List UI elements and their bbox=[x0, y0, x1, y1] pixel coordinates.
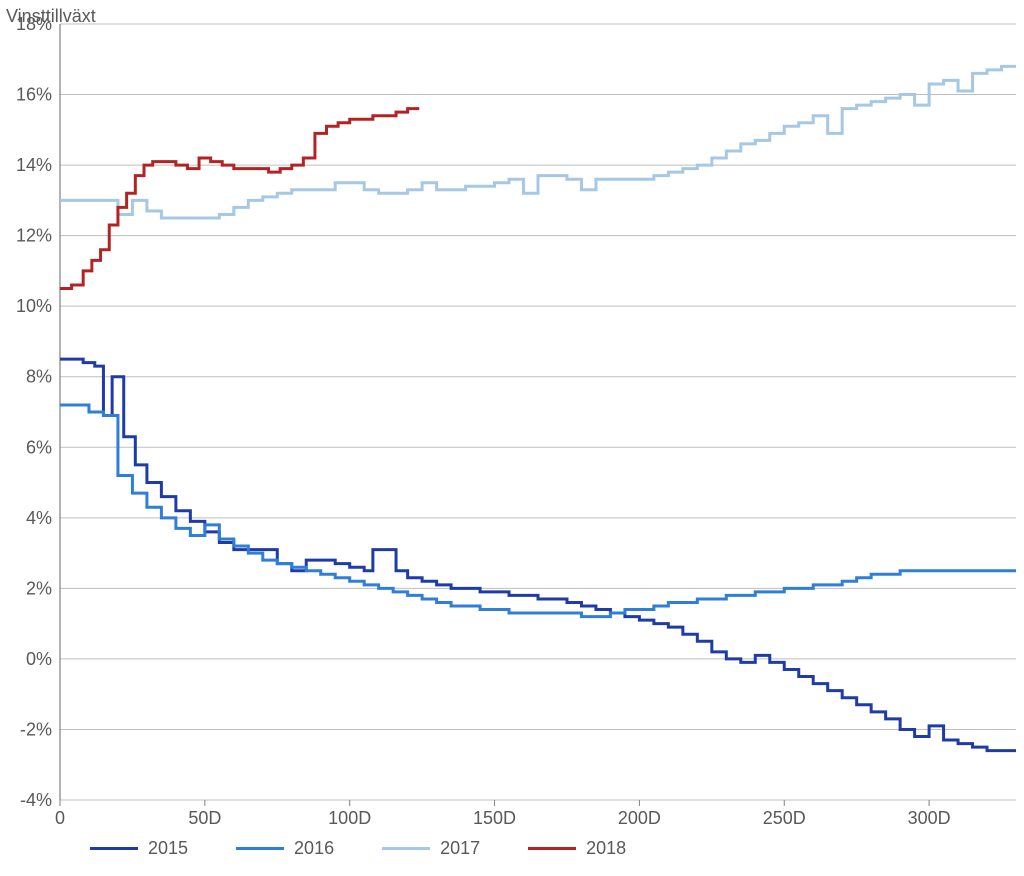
legend-label: 2015 bbox=[148, 838, 188, 859]
svg-text:14%: 14% bbox=[16, 155, 52, 175]
svg-text:6%: 6% bbox=[26, 437, 52, 457]
svg-text:10%: 10% bbox=[16, 296, 52, 316]
svg-text:8%: 8% bbox=[26, 367, 52, 387]
svg-text:150D: 150D bbox=[473, 808, 516, 828]
svg-text:200D: 200D bbox=[618, 808, 661, 828]
legend-swatch bbox=[528, 847, 576, 850]
svg-text:0%: 0% bbox=[26, 649, 52, 669]
svg-text:50D: 50D bbox=[188, 808, 221, 828]
legend-item: 2016 bbox=[236, 838, 334, 859]
legend-swatch bbox=[236, 847, 284, 850]
legend-label: 2016 bbox=[294, 838, 334, 859]
legend-item: 2015 bbox=[90, 838, 188, 859]
svg-text:16%: 16% bbox=[16, 85, 52, 105]
svg-text:4%: 4% bbox=[26, 508, 52, 528]
svg-text:300D: 300D bbox=[908, 808, 951, 828]
svg-text:250D: 250D bbox=[763, 808, 806, 828]
chart-container: -4%-2%0%2%4%6%8%10%12%14%16%18%050D100D1… bbox=[0, 0, 1024, 871]
legend-item: 2018 bbox=[528, 838, 626, 859]
svg-text:100D: 100D bbox=[328, 808, 371, 828]
chart-legend: 2015 2016 2017 2018 bbox=[90, 833, 1004, 863]
y-axis-title: Vinsttillväxt bbox=[6, 6, 96, 27]
legend-item: 2017 bbox=[382, 838, 480, 859]
legend-swatch bbox=[90, 847, 138, 850]
svg-text:2%: 2% bbox=[26, 578, 52, 598]
legend-swatch bbox=[382, 847, 430, 850]
legend-label: 2018 bbox=[586, 838, 626, 859]
line-chart-svg: -4%-2%0%2%4%6%8%10%12%14%16%18%050D100D1… bbox=[0, 0, 1024, 871]
svg-text:-4%: -4% bbox=[20, 790, 52, 810]
svg-text:-2%: -2% bbox=[20, 719, 52, 739]
svg-text:0: 0 bbox=[55, 808, 65, 828]
legend-label: 2017 bbox=[440, 838, 480, 859]
svg-text:12%: 12% bbox=[16, 226, 52, 246]
